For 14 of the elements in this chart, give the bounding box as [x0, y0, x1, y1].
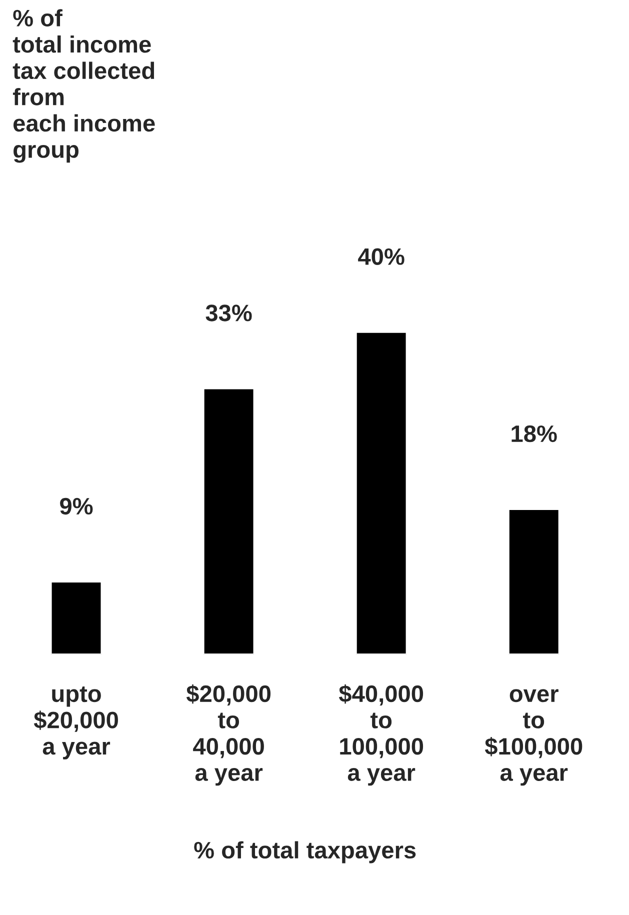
bar	[202, 388, 255, 654]
bar	[355, 331, 408, 654]
chart-title: % of total income tax collected from each income group	[12, 9, 155, 163]
x-tick-label: $40,000 to 100,000 a year	[338, 684, 424, 786]
x-tick-label: over to $100,000 a year	[484, 689, 582, 786]
data-label: 40%	[358, 248, 404, 265]
x-tick-label: $20,000 to 40,000 a year	[186, 684, 271, 786]
data-label: 33%	[206, 304, 252, 322]
x-axis-title: % of total taxpayers	[194, 841, 416, 864]
data-label: 9%	[60, 498, 93, 515]
data-label: 18%	[512, 425, 557, 442]
x-tick-label: upto $20,000 a year	[34, 686, 118, 760]
bar	[508, 508, 560, 654]
bar	[50, 581, 102, 654]
